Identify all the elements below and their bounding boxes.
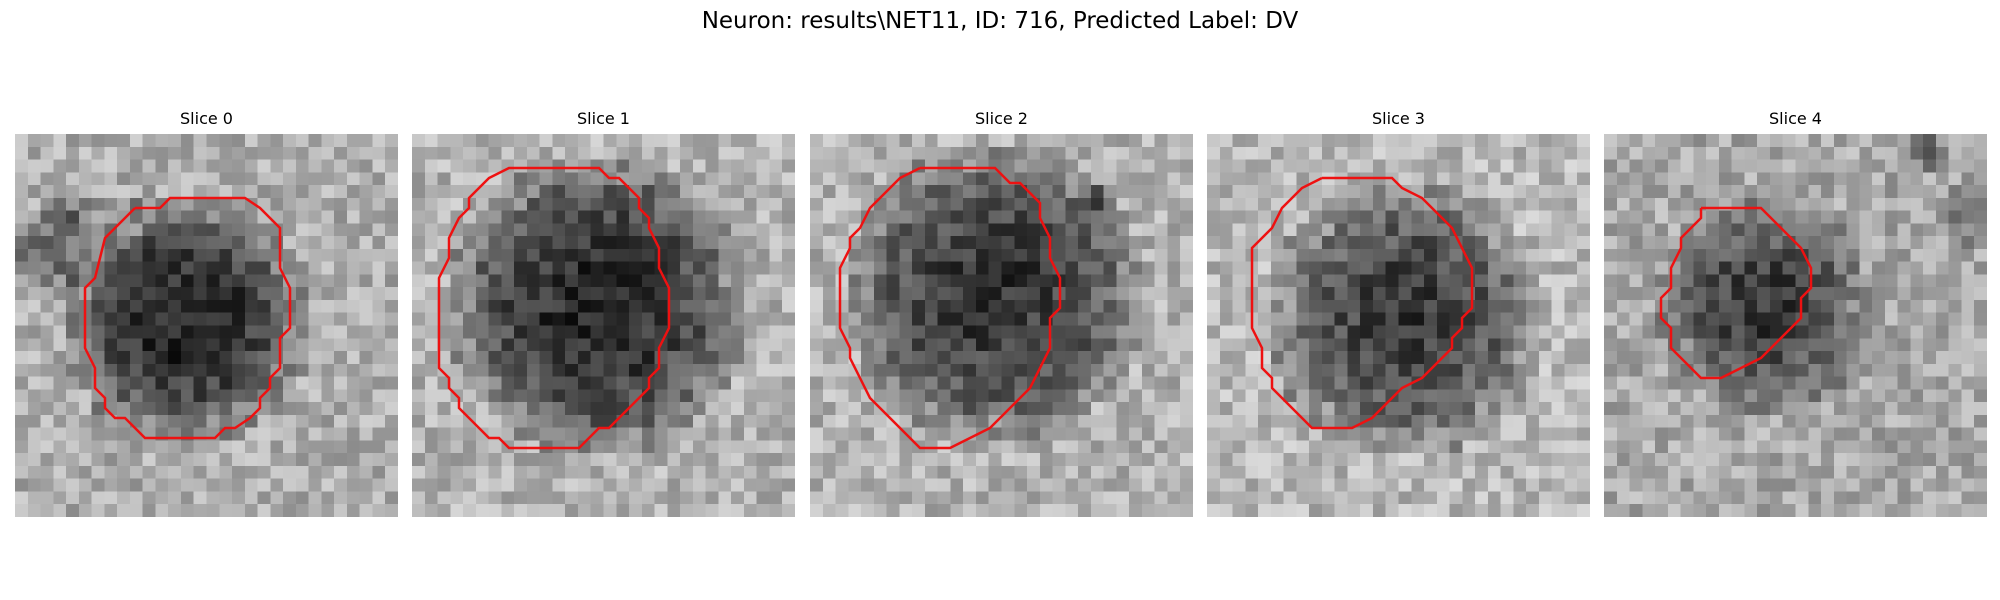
roi-contour bbox=[838, 166, 1062, 450]
slice-title: Slice 4 bbox=[1769, 109, 1822, 128]
slice-image bbox=[1207, 134, 1590, 517]
slice-panel-4: Slice 4 bbox=[1604, 109, 1987, 517]
grayscale-patch bbox=[1207, 134, 1590, 517]
grayscale-patch bbox=[412, 134, 795, 517]
slice-panel-2: Slice 2 bbox=[810, 109, 1193, 517]
figure-title: Neuron: results\NET11, ID: 716, Predicte… bbox=[701, 8, 1299, 34]
roi-contour bbox=[1250, 176, 1474, 430]
slice-image bbox=[15, 134, 398, 517]
slice-panel-3: Slice 3 bbox=[1207, 109, 1590, 517]
slice-image bbox=[1604, 134, 1987, 517]
grayscale-patch bbox=[810, 134, 1193, 517]
roi-contour bbox=[437, 166, 671, 450]
slice-title: Slice 2 bbox=[975, 109, 1028, 128]
slice-image bbox=[810, 134, 1193, 517]
slice-panel-1: Slice 1 bbox=[412, 109, 795, 517]
slice-title: Slice 1 bbox=[577, 109, 630, 128]
slice-title: Slice 0 bbox=[180, 109, 233, 128]
slice-panel-0: Slice 0 bbox=[15, 109, 398, 517]
roi-contour bbox=[1659, 206, 1813, 380]
slice-title: Slice 3 bbox=[1372, 109, 1425, 128]
slice-image bbox=[412, 134, 795, 517]
roi-contour bbox=[83, 196, 292, 440]
